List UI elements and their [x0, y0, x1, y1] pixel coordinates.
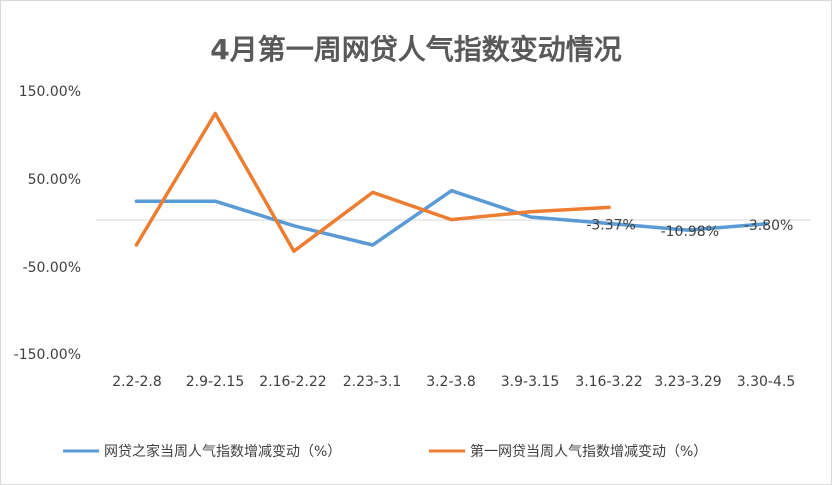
y-tick-label: 50.00% [28, 172, 81, 188]
data-point [607, 222, 611, 225]
data-point [686, 228, 690, 232]
data-point [371, 243, 375, 247]
y-axis: 150.00% 50.00% -50.00% -150.00% [14, 84, 81, 363]
x-tick-label: 2.23-3.1 [343, 374, 402, 390]
x-tick-label: 3.23-3.29 [654, 374, 721, 390]
data-label: -3.80% [744, 218, 794, 234]
data-point [213, 199, 217, 203]
data-point [292, 224, 296, 228]
data-label-layer: -3.37% -10.98% -3.80% [586, 218, 793, 241]
data-point [528, 210, 532, 214]
y-tick-label: -150.00% [14, 347, 81, 363]
y-tick-label: 150.00% [19, 84, 81, 100]
data-point [450, 218, 453, 222]
data-point [765, 222, 769, 226]
data-label: -10.98% [661, 224, 719, 240]
data-point [371, 190, 375, 194]
data-point [134, 199, 138, 203]
data-point [528, 215, 532, 219]
series-layer [134, 111, 769, 253]
legend-item-wdzj: 网贷之家当周人气指数增减变动（%） [63, 443, 341, 460]
x-tick-label: 2.9-2.15 [186, 374, 245, 390]
data-point [607, 205, 611, 209]
data-label: -3.37% [586, 218, 636, 234]
data-point [450, 189, 453, 193]
data-point [134, 243, 138, 247]
x-tick-label: 3.9-3.15 [501, 374, 560, 390]
chart-title: 4月第一周网贷人气指数变动情况 [210, 33, 621, 66]
x-tick-label: 3.16-3.22 [575, 374, 642, 390]
series-line-1 [134, 111, 611, 253]
data-point [292, 249, 296, 253]
legend-item-p2p001: 第一网贷当周人气指数增减变动（%） [429, 443, 707, 460]
x-axis: 2.2-2.8 2.9-2.15 2.16-2.22 2.23-3.1 3.2-… [112, 374, 795, 390]
x-tick-label: 3.30-4.5 [737, 374, 796, 390]
x-tick-label: 2.16-2.22 [259, 374, 326, 390]
legend-label: 网贷之家当周人气指数增减变动（%） [104, 443, 341, 460]
legend: 网贷之家当周人气指数增减变动（%） 第一网贷当周人气指数增减变动（%） [63, 443, 707, 460]
x-tick-label: 3.2-3.8 [426, 374, 476, 390]
y-tick-label: -50.00% [23, 260, 81, 276]
data-point [213, 112, 217, 115]
legend-label: 第一网贷当周人气指数增减变动（%） [470, 443, 707, 460]
x-tick-label: 2.2-2.8 [112, 374, 162, 390]
